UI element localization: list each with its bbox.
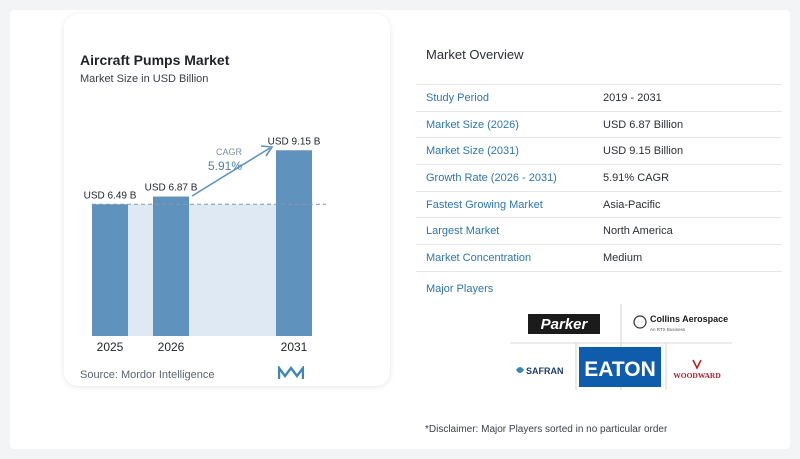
bar-2025 (92, 204, 128, 336)
row-value: Medium (603, 251, 643, 264)
disclaimer: *Disclaimer: Major Players sorted in no … (425, 424, 668, 435)
chart-panel: USD 6.49 B 2025 USD 6.87 B 2026 USD 9.15 B 20… (64, 14, 390, 386)
cagr-arrow-line (191, 147, 271, 197)
collins-tagline: An RTX Business (650, 327, 686, 332)
source-text: Source: Mordor Intelligence (80, 369, 215, 381)
cagr-label: CAGR (216, 147, 243, 157)
data-label-2025: USD 6.49 B (84, 190, 137, 201)
cagr-value: 5.91% (208, 159, 242, 173)
safran-mark-icon (516, 367, 524, 373)
table-row: Market Size (2031) USD 9.15 Billion (416, 138, 782, 165)
chart-subtitle: Market Size in USD Billion (80, 73, 209, 85)
growth-shade (92, 204, 312, 336)
woodward-mark-icon (692, 359, 702, 370)
category-label-2031: 2031 (281, 340, 308, 354)
chart-title: Aircraft Pumps Market (80, 52, 230, 68)
row-key: Market Size (2026) (426, 118, 519, 131)
data-label-2026: USD 6.87 B (145, 183, 198, 194)
row-key: Study Period (426, 91, 489, 104)
row-key: Largest Market (426, 225, 500, 238)
category-label-2026: 2026 (158, 340, 185, 354)
bar-2026 (153, 196, 189, 336)
major-players-title: Major Players (426, 283, 494, 295)
row-key: Market Size (2031) (426, 145, 519, 158)
safran-logo-text: SAFRAN (526, 366, 564, 376)
woodward-logo-text: WOODWARD (673, 371, 721, 380)
cagr-arrow-head-icon (260, 145, 274, 157)
table-row: Study Period 2019 - 2031 (416, 84, 782, 112)
row-value: 5.91% CAGR (603, 171, 670, 184)
major-players-logos: Parker Collins Aerospace An RTX Business… (510, 304, 732, 390)
table-row: Market Size (2026) USD 6.87 Billion (416, 111, 782, 138)
market-overview-table: Study Period 2019 - 2031 Market Size (20… (416, 84, 782, 272)
safran-logo: SAFRAN (516, 366, 564, 376)
bar-chart: USD 6.49 B 2025 USD 6.87 B 2026 USD 9.15 B 20… (84, 136, 326, 354)
woodward-logo: WOODWARD (673, 359, 721, 380)
bar-2031 (276, 150, 312, 336)
row-key: Growth Rate (2026 - 2031) (426, 171, 557, 184)
mordor-logo-icon (278, 366, 304, 379)
row-value: North America (603, 225, 673, 238)
collins-logo-text: Collins Aerospace (650, 314, 728, 324)
table-row: Market Concentration Medium (416, 245, 782, 272)
row-value: USD 6.87 Billion (603, 118, 684, 131)
table-row: Growth Rate (2026 - 2031) 5.91% CAGR (416, 165, 782, 192)
row-value: 2019 - 2031 (603, 91, 662, 104)
parker-logo-text: Parker (541, 316, 589, 333)
parker-logo: Parker (528, 314, 600, 334)
overview-title: Market Overview (426, 47, 524, 62)
row-value: Asia-Pacific (603, 198, 661, 211)
data-label-2031: USD 9.15 B (268, 136, 321, 147)
row-key: Fastest Growing Market (426, 198, 543, 211)
collins-mark-icon (633, 315, 647, 329)
collins-aerospace-logo: Collins Aerospace An RTX Business (633, 314, 728, 332)
category-label-2025: 2025 (97, 340, 124, 354)
table-row: Fastest Growing Market Asia-Pacific (416, 191, 782, 218)
row-value: USD 9.15 Billion (603, 145, 684, 158)
row-key: Market Concentration (426, 251, 532, 264)
table-row: Largest Market North America (416, 218, 782, 245)
eaton-logo-text: EATON (584, 358, 656, 381)
eaton-logo: EATON (579, 347, 661, 387)
